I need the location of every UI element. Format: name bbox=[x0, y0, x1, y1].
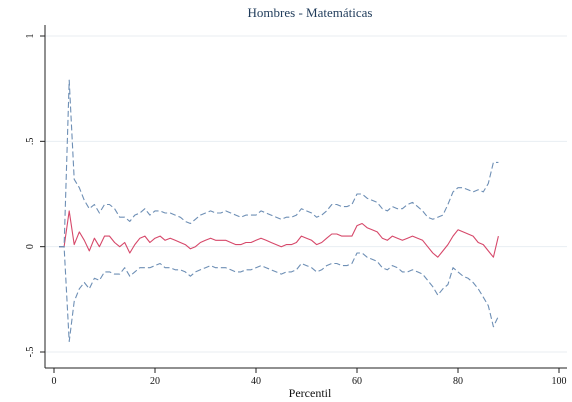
y-tick-label: 0 bbox=[25, 244, 36, 249]
series-lower-band-line bbox=[59, 246, 499, 343]
x-tick-label: 20 bbox=[150, 376, 160, 387]
chart-title: Hombres - Matemáticas bbox=[248, 5, 373, 20]
x-axis-label: Percentil bbox=[289, 386, 332, 400]
x-axis-ticks: 0 20 40 60 80 100 bbox=[52, 368, 567, 387]
y-tick-label: .5 bbox=[25, 138, 36, 146]
x-tick-label: 80 bbox=[453, 376, 463, 387]
series-upper-band-line bbox=[59, 79, 499, 248]
y-tick-label: 1 bbox=[25, 34, 36, 39]
x-tick-label: 40 bbox=[251, 376, 261, 387]
x-tick-label: 0 bbox=[52, 376, 57, 387]
gridlines bbox=[45, 35, 567, 353]
series-estimate-line bbox=[59, 210, 499, 258]
x-tick-label: 60 bbox=[352, 376, 362, 387]
y-tick-label: -.5 bbox=[25, 347, 36, 358]
x-tick-label: 100 bbox=[552, 376, 567, 387]
y-axis-ticks: -.5 0 .5 1 bbox=[25, 34, 45, 358]
series-group bbox=[59, 79, 499, 343]
